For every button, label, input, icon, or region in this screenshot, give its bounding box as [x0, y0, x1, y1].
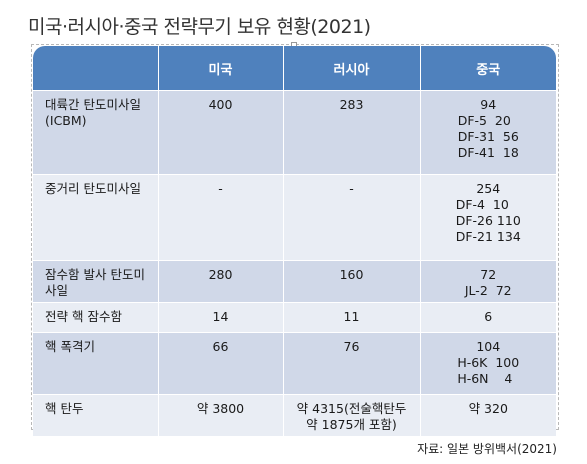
table-row: 핵 탄두 약 3800 약 4315(전술핵탄두 약 1875개 포함) 약 3… [33, 394, 556, 436]
cell-china-line: 72 [480, 267, 497, 282]
cell-russia: 76 [283, 332, 421, 395]
table-row: 핵 폭격기 66 76 104 H-6K 100 H-6N 4 [33, 332, 556, 395]
cell-us: 14 [158, 302, 284, 333]
header-cell-russia: 러시아 [283, 46, 421, 91]
page-title: 미국·러시아·중국 전략무기 보유 현황(2021) [28, 16, 371, 38]
cell-us: 280 [158, 260, 284, 303]
table-row: 대륙간 탄도미사일(ICBM) 400 283 94 DF-5 20 DF-31… [33, 90, 556, 175]
cell-china: 6 [420, 302, 556, 333]
table-row: 중거리 탄도미사일 - - 254 DF-4 10 DF-26 110 DF-2… [33, 174, 556, 261]
table-header-row: 미국 러시아 중국 [33, 46, 556, 91]
cell-us: 약 3800 [158, 394, 284, 436]
cell-china-line: DF-41 18 [457, 145, 519, 160]
cell-china: 254 DF-4 10 DF-26 110 DF-21 134 [420, 174, 556, 261]
cell-russia: - [283, 174, 421, 261]
cell-china-line: 254 [476, 181, 501, 196]
header-cell-empty [33, 46, 159, 91]
row-label: 핵 폭격기 [33, 332, 159, 395]
cell-china-line: 94 [480, 97, 497, 112]
cell-china: 94 DF-5 20 DF-31 56 DF-41 18 [420, 90, 556, 175]
source-note: 자료: 일본 방위백서(2021) [417, 442, 557, 456]
cell-us: 66 [158, 332, 284, 395]
header-cell-us: 미국 [158, 46, 284, 91]
row-label: 핵 탄두 [33, 394, 159, 436]
cell-us: 400 [158, 90, 284, 175]
cell-china-line: H-6K 100 [457, 355, 520, 370]
row-label: 대륙간 탄도미사일(ICBM) [33, 90, 159, 175]
cell-russia: 약 4315(전술핵탄두 약 1875개 포함) [283, 394, 421, 436]
row-label: 중거리 탄도미사일 [33, 174, 159, 261]
table-row: 잠수함 발사 탄도미사일 280 160 72 JL-2 72 [33, 260, 556, 303]
cell-china-line: DF-5 20 [457, 113, 511, 128]
strategic-weapons-table: 미국 러시아 중국 대륙간 탄도미사일(ICBM) 400 283 94 DF-… [33, 46, 556, 436]
cell-china: 72 JL-2 72 [420, 260, 556, 303]
cell-us: - [158, 174, 284, 261]
cell-china: 104 H-6K 100 H-6N 4 [420, 332, 556, 395]
cell-russia: 11 [283, 302, 421, 333]
row-label: 잠수함 발사 탄도미사일 [33, 260, 159, 303]
table-row: 전략 핵 잠수함 14 11 6 [33, 302, 556, 333]
cell-china-line: DF-4 10 [455, 197, 509, 212]
cell-russia: 160 [283, 260, 421, 303]
cell-china-line: 104 [476, 339, 501, 354]
cell-china-line: JL-2 72 [464, 283, 512, 298]
header-cell-china: 중국 [420, 46, 556, 91]
cell-china-line: DF-21 134 [455, 229, 521, 244]
cell-china-line: H-6N 4 [457, 371, 513, 386]
cell-china-line: DF-31 56 [457, 129, 519, 144]
row-label: 전략 핵 잠수함 [33, 302, 159, 333]
cell-china: 약 320 [420, 394, 556, 436]
cell-russia: 283 [283, 90, 421, 175]
cell-china-line: DF-26 110 [455, 213, 521, 228]
